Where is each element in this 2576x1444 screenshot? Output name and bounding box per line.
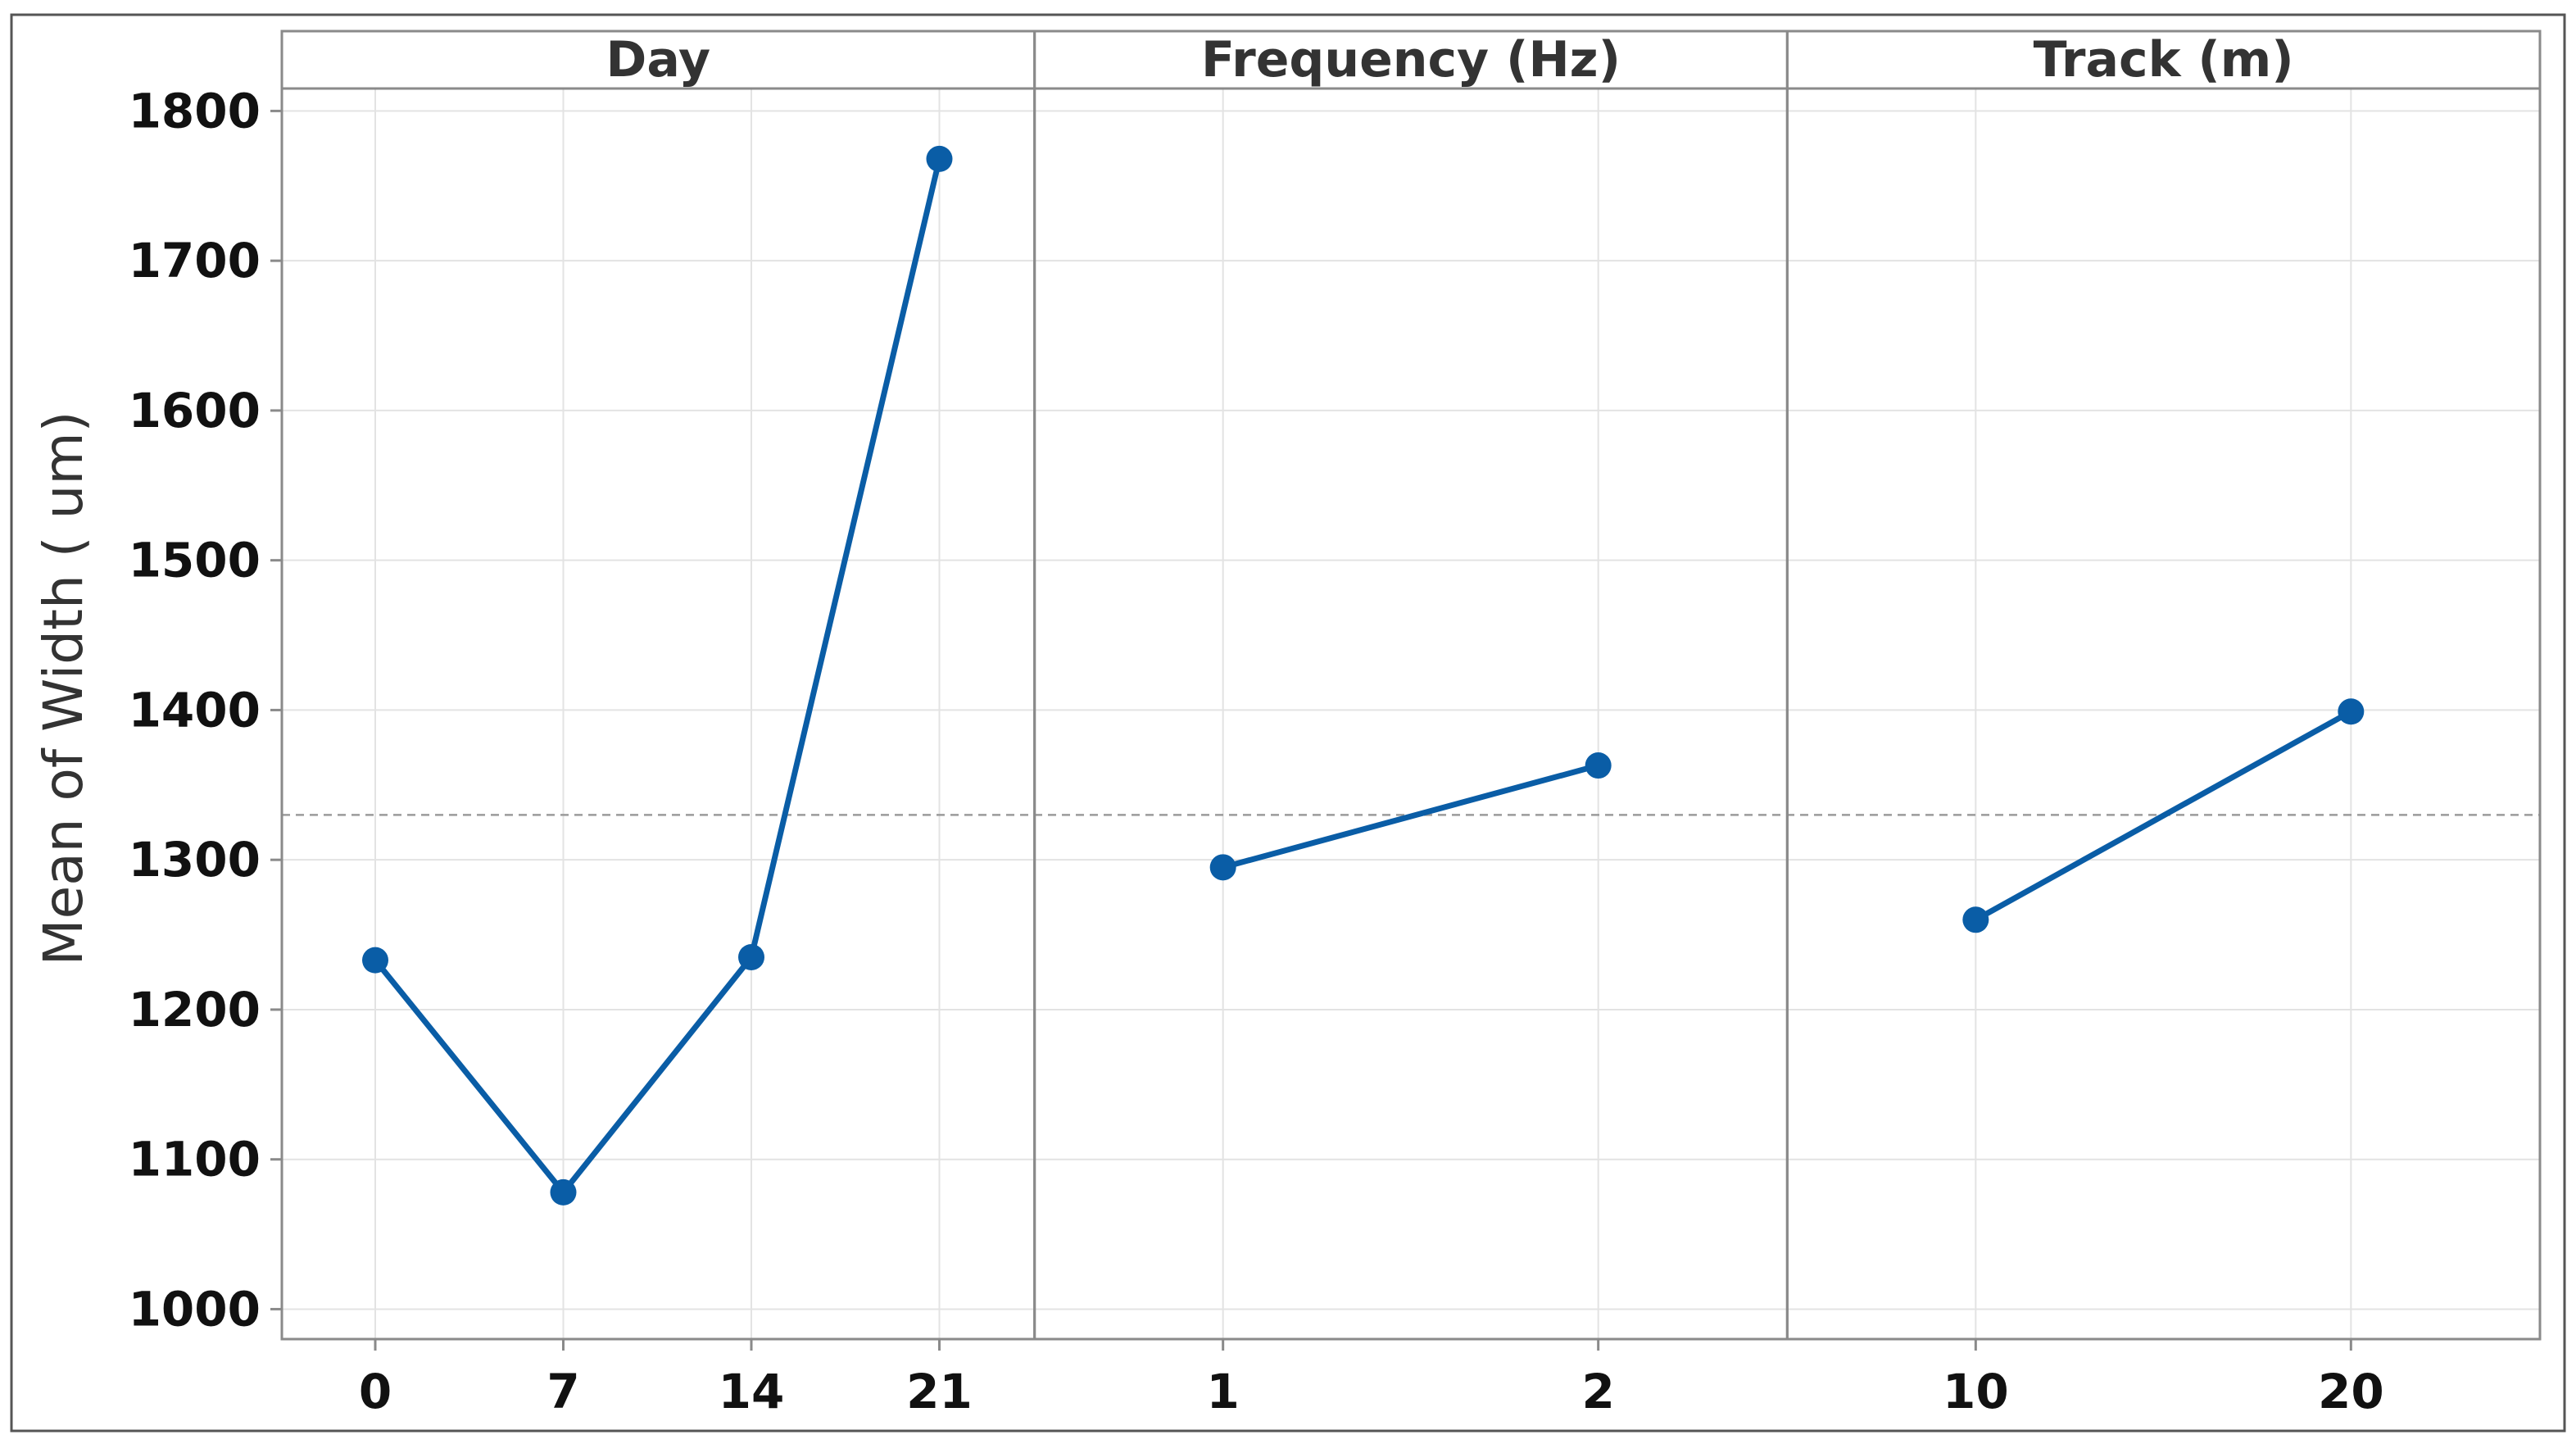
y-tick-label: 1800 xyxy=(129,83,261,138)
data-point xyxy=(362,947,388,974)
data-point xyxy=(2338,698,2365,725)
frame-layer xyxy=(270,30,2542,1351)
series-line xyxy=(1222,762,1599,870)
x-tick-label: 10 xyxy=(1943,1364,2009,1419)
grid-layer xyxy=(282,89,2540,1339)
data-point xyxy=(1585,752,1612,779)
y-tick-label: 1400 xyxy=(129,682,261,738)
data-point xyxy=(1209,854,1236,881)
y-tick-label: 1200 xyxy=(129,982,261,1038)
panel-frame xyxy=(1785,30,2542,1341)
y-axis-title: Mean of Width ( um) xyxy=(32,411,95,966)
x-tick-label: 21 xyxy=(906,1364,973,1419)
y-tick-label: 1100 xyxy=(129,1132,261,1187)
series-layer xyxy=(362,145,2365,1206)
series-line xyxy=(1974,709,2353,923)
y-tick-label: 1600 xyxy=(129,383,261,438)
x-tick-label: 1 xyxy=(1206,1364,1239,1419)
series-line xyxy=(373,158,942,1196)
x-tick-label: 20 xyxy=(2318,1364,2384,1419)
y-tick-label: 1500 xyxy=(129,533,261,588)
x-tick-label: 14 xyxy=(719,1364,785,1419)
y-tick-label: 1000 xyxy=(129,1281,261,1337)
data-point xyxy=(738,943,764,970)
text-layer: Mean of Width ( um) 10001100120013001400… xyxy=(32,31,2384,1419)
x-tick-label: 0 xyxy=(359,1364,392,1419)
panel-title: Frequency (Hz) xyxy=(1201,31,1621,89)
data-point xyxy=(550,1178,577,1206)
x-tick-label: 7 xyxy=(546,1364,579,1419)
data-point xyxy=(926,145,953,172)
panel-title: Day xyxy=(606,31,711,89)
panel-title: Track (m) xyxy=(2034,31,2294,89)
data-point xyxy=(1962,906,1989,933)
outer-border xyxy=(10,13,2566,1433)
x-tick-label: 2 xyxy=(1581,1364,1614,1419)
y-tick-label: 1700 xyxy=(129,233,261,288)
y-tick-label: 1300 xyxy=(129,832,261,888)
